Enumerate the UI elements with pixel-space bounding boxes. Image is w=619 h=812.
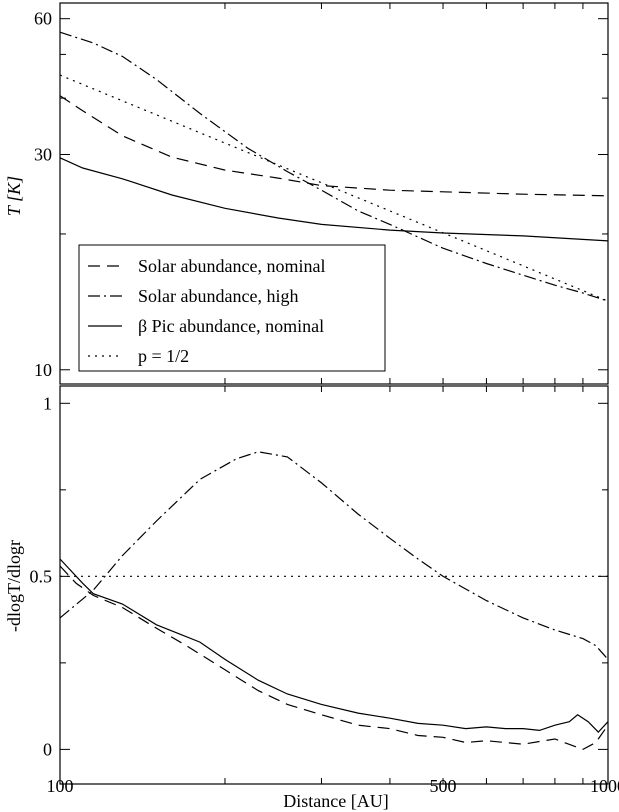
x-tick-label: 100 [47,776,74,796]
legend-label: p = 1/2 [138,346,189,366]
legend-box [78,244,386,372]
top-panel-ticks: 10 30 60 [34,3,609,384]
top-panel-frame [59,2,609,385]
y-tick-label: 0.5 [30,566,53,586]
y-tick-label: 10 [34,360,52,380]
x-tick-label: 500 [430,776,457,796]
legend-label: β Pic abundance, nominal [138,316,324,336]
legend-items: Solar abundance, nominal Solar abundance,… [88,256,325,366]
y-tick-label: 60 [34,9,52,29]
top-y-axis-label: T [K] [4,176,24,216]
top-panel-series [59,31,609,302]
series-line-2 [59,451,609,660]
bottom-panel-series [59,451,609,751]
legend-label: Solar abundance, high [138,286,298,306]
bottom-y-axis-label: -dlogT/dlogr [4,540,24,632]
legend-label: Solar abundance, nominal [138,256,325,276]
y-tick-label: 1 [43,393,52,413]
x-axis-label: Distance [AU] [283,791,388,811]
y-tick-label: 30 [34,145,52,165]
series-line-3 [59,558,609,733]
series-line-3 [59,157,609,242]
y-tick-label: 0 [43,739,52,759]
legend: Solar abundance, nominal Solar abundance,… [78,244,386,372]
bottom-panel-frame [59,385,609,785]
series-line-1 [59,95,609,197]
